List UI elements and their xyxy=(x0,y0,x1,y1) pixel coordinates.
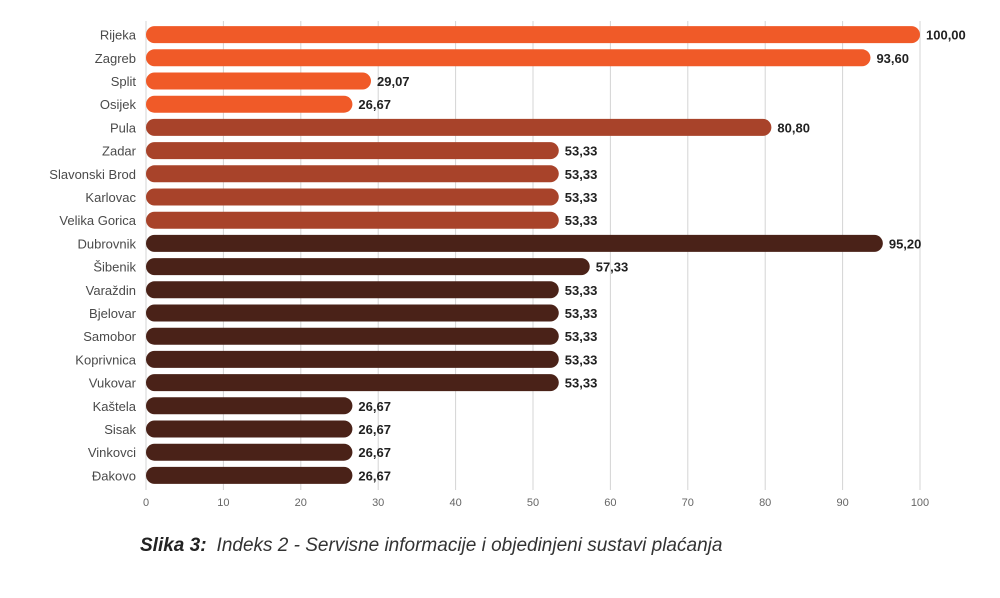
value-label: 95,20 xyxy=(889,236,922,251)
category-label: Pula xyxy=(110,120,137,135)
category-label: Samobor xyxy=(83,329,136,344)
category-label: Đakovo xyxy=(92,468,136,483)
value-label: 53,33 xyxy=(565,329,598,344)
bar xyxy=(146,281,559,299)
bar xyxy=(146,420,353,438)
value-label: 26,67 xyxy=(358,468,391,483)
x-tick-label: 80 xyxy=(759,497,771,509)
bar xyxy=(146,258,590,276)
category-label: Slavonski Brod xyxy=(49,167,136,182)
category-label: Osijek xyxy=(100,97,137,112)
value-label: 100,00 xyxy=(926,28,966,43)
x-tick-label: 60 xyxy=(604,497,616,509)
x-tick-label: 10 xyxy=(217,497,229,509)
value-label: 53,33 xyxy=(565,283,598,298)
x-tick-label: 0 xyxy=(143,497,149,509)
value-label: 53,33 xyxy=(565,190,598,205)
value-labels: 100,00 93,60 29,07 26,67 80,80 53,33 53,33 53,3… xyxy=(358,28,965,484)
x-tick-label: 30 xyxy=(372,497,384,509)
value-label: 26,67 xyxy=(358,445,391,460)
value-label: 57,33 xyxy=(596,260,629,275)
value-label: 26,67 xyxy=(358,97,391,112)
value-label: 26,67 xyxy=(358,422,391,437)
category-label: Dubrovnik xyxy=(77,236,136,251)
value-label: 80,80 xyxy=(777,120,810,135)
category-label: Koprivnica xyxy=(75,352,136,367)
bar xyxy=(146,72,372,90)
bar xyxy=(146,304,559,322)
bar xyxy=(146,49,871,67)
x-tick-label: 70 xyxy=(682,497,694,509)
grid-lines xyxy=(145,21,921,490)
bar xyxy=(146,211,559,229)
category-label: Split xyxy=(111,74,137,89)
caption-prefix: Slika 3: xyxy=(140,535,207,556)
category-label: Šibenik xyxy=(93,260,136,275)
x-tick-label: 40 xyxy=(449,497,461,509)
category-label: Zagreb xyxy=(95,51,136,66)
category-label: Vinkovci xyxy=(88,445,136,460)
value-label: 93,60 xyxy=(876,51,909,66)
value-label: 53,33 xyxy=(565,306,598,321)
category-labels: Rijeka Zagreb Split Osijek Pula Zadar Slavonsk… xyxy=(49,28,136,484)
figure-caption: Slika 3: Indeks 2 - Servisne informacije … xyxy=(140,535,722,557)
x-tick-label: 100 xyxy=(911,497,929,509)
value-label: 53,33 xyxy=(565,167,598,182)
bar xyxy=(146,26,920,44)
bar xyxy=(146,234,883,252)
bar xyxy=(146,374,559,392)
value-label: 53,33 xyxy=(565,376,598,391)
value-label: 26,67 xyxy=(358,399,391,414)
category-label: Vukovar xyxy=(89,376,137,391)
bar xyxy=(146,95,353,113)
bar xyxy=(146,350,559,368)
bar xyxy=(146,142,559,160)
bar xyxy=(146,443,353,461)
value-label: 29,07 xyxy=(377,74,410,89)
bar-chart: Rijeka Zagreb Split Osijek Pula Zadar Slavonsk… xyxy=(49,21,966,509)
value-label: 53,33 xyxy=(565,213,598,228)
category-label: Velika Gorica xyxy=(59,213,136,228)
bars-group xyxy=(146,26,920,484)
bar xyxy=(146,188,559,206)
category-label: Sisak xyxy=(104,422,136,437)
value-label: 53,33 xyxy=(565,144,598,159)
caption-text: Indeks 2 - Servisne informacije i objedi… xyxy=(216,535,723,556)
category-label: Bjelovar xyxy=(89,306,137,321)
value-label: 53,33 xyxy=(565,352,598,367)
category-label: Rijeka xyxy=(100,28,137,43)
bar xyxy=(146,118,772,136)
category-label: Zadar xyxy=(102,144,137,159)
category-label: Kaštela xyxy=(93,399,137,414)
bar xyxy=(146,466,353,484)
bar xyxy=(146,397,353,415)
bar xyxy=(146,165,559,183)
x-tick-label: 20 xyxy=(295,497,307,509)
x-axis-ticks: 0 10 20 30 40 50 60 70 80 90 100 xyxy=(143,497,929,509)
bar xyxy=(146,327,559,345)
x-tick-label: 90 xyxy=(836,497,848,509)
category-label: Karlovac xyxy=(85,190,136,205)
category-label: Varaždin xyxy=(86,283,136,298)
x-tick-label: 50 xyxy=(527,497,539,509)
